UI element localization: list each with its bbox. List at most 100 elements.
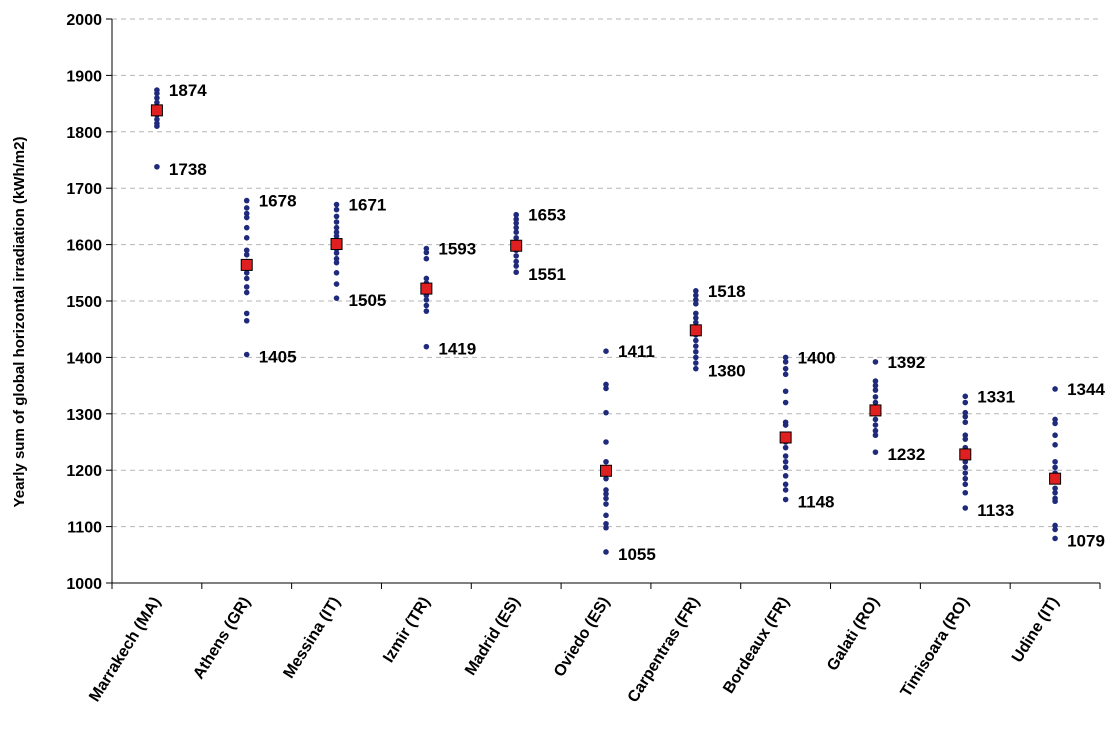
data-point: [243, 275, 250, 282]
data-point: [693, 310, 699, 317]
category-label: Udine (IT): [1009, 594, 1063, 666]
data-point: [693, 288, 699, 294]
mean-marker: [779, 431, 792, 444]
data-point: [513, 253, 519, 259]
min-label: 1133: [977, 501, 1014, 520]
max-label: 1400: [798, 348, 836, 367]
data-point: [1052, 420, 1058, 427]
data-point: [693, 348, 699, 355]
data-point: [782, 464, 789, 471]
data-point: [333, 213, 340, 220]
y-tick-labels: 1000 1100 1200 1300 1400 1500 1600 1700 1800 1900…: [66, 12, 102, 593]
min-label: 1551: [528, 265, 566, 284]
mean-marker: [510, 239, 523, 252]
data-point: [513, 235, 519, 241]
max-label: 1331: [977, 387, 1015, 406]
y-tick-label: 1400: [66, 350, 102, 367]
data-point: [962, 470, 969, 476]
min-label: 1738: [169, 160, 207, 179]
data-point: [782, 444, 789, 451]
data-point: [782, 354, 789, 361]
y-tick-label: 1100: [67, 520, 102, 537]
data-point: [693, 301, 699, 307]
data-point: [333, 233, 340, 239]
data-point: [154, 116, 160, 123]
data-point: [243, 289, 250, 296]
data-point: [693, 337, 699, 344]
data-point: [423, 308, 430, 314]
data-point: [782, 365, 789, 372]
data-point: [333, 224, 340, 231]
data-point: [693, 297, 699, 303]
data-point: [962, 436, 969, 442]
data-point: [603, 487, 609, 493]
category-label: Carpentras (FR): [625, 594, 703, 706]
data-point: [1052, 485, 1058, 492]
data-point: [154, 123, 160, 129]
data-point: [962, 399, 969, 406]
min-label: 1148: [798, 493, 835, 512]
data-point: [513, 216, 519, 223]
data-point: [872, 432, 879, 439]
data-point: [782, 496, 789, 503]
max-label: 1344: [1067, 380, 1105, 399]
data-point: [872, 394, 879, 400]
mean-marker: [689, 324, 702, 337]
category-label: Galati (RO): [824, 594, 883, 674]
mean-marker: [240, 258, 253, 271]
data-point: [243, 284, 250, 290]
data-point: [693, 354, 699, 361]
category-label: Timisoara (RO): [898, 594, 973, 700]
data-point: [243, 210, 250, 217]
data-point: [962, 464, 969, 471]
data-point: [333, 255, 340, 262]
data-point: [333, 229, 340, 235]
data-point: [693, 360, 699, 366]
data-point: [872, 399, 879, 406]
data-point: [154, 95, 160, 101]
data-point: [1052, 522, 1058, 529]
data-point: [513, 211, 519, 218]
data-point: [1052, 535, 1058, 542]
y-tick-label: 2000: [66, 12, 102, 29]
data-point: [872, 449, 879, 455]
min-label: 1055: [618, 545, 656, 564]
mean-marker: [869, 404, 882, 417]
data-point: [603, 385, 609, 392]
min-label: 1232: [887, 445, 925, 464]
data-point: [962, 409, 969, 416]
data-point: [962, 413, 969, 420]
data-point: [693, 365, 699, 372]
data-point: [1052, 442, 1058, 448]
category-label: Oviedo (ES): [551, 594, 613, 680]
data-point: [243, 224, 250, 231]
data-point: [154, 90, 160, 97]
y-tick-label: 1300: [66, 407, 102, 424]
data-point: [513, 224, 519, 231]
category-label: Bordeaux (FR): [720, 594, 793, 696]
data-point: [423, 302, 430, 309]
data-point: [603, 409, 609, 416]
data-point: [603, 348, 609, 354]
data-point: [782, 388, 789, 395]
y-tick-label: 1000: [66, 576, 102, 593]
data-point: [603, 491, 609, 497]
data-point: [513, 220, 519, 226]
data-point: [333, 206, 340, 213]
gridlines: [112, 18, 1100, 528]
max-label: 1518: [708, 282, 746, 301]
y-tick-label: 1700: [66, 181, 102, 198]
data-point: [962, 419, 969, 426]
data-point: [513, 269, 519, 276]
mean-marker: [420, 282, 433, 295]
data-point: [423, 343, 430, 350]
data-point: [603, 475, 609, 482]
mean-marker: [600, 464, 612, 477]
data-point: [603, 458, 609, 465]
data-point: [693, 343, 699, 349]
data-point: [962, 481, 969, 488]
data-point: [154, 163, 160, 170]
data-point: [872, 387, 879, 393]
data-point: [243, 235, 250, 241]
data-point: [872, 382, 879, 389]
